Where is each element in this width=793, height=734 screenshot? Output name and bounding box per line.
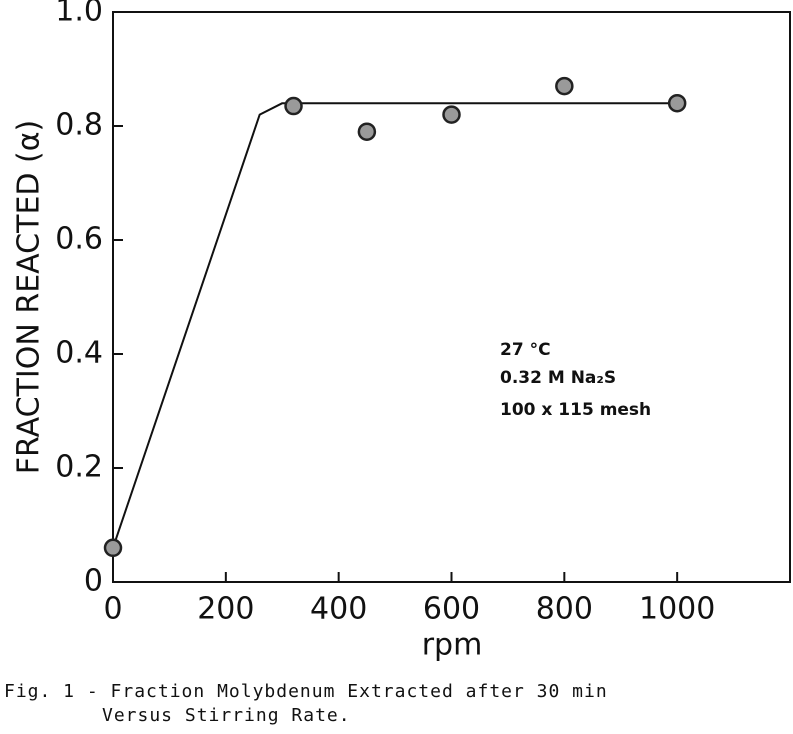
- caption: Fig. 1 - Fraction Molybdenum Extracted a…: [4, 681, 608, 702]
- data-point: [442, 105, 461, 124]
- y-tick-label: 0.6: [55, 222, 103, 257]
- y-tick-label: 0: [84, 564, 103, 599]
- data-point: [357, 122, 377, 141]
- y-tick-label: 0.8: [55, 108, 103, 143]
- y-tick-label: 1.0: [55, 0, 103, 29]
- x-axis-label: rpm: [422, 628, 483, 663]
- annotation: 0.32 M Na₂S: [500, 368, 616, 388]
- y-tick-label: 0.2: [55, 450, 103, 485]
- data-point: [284, 96, 303, 116]
- data-point: [555, 76, 574, 96]
- y-axis-label: FRACTION REACTED (α): [12, 120, 47, 474]
- x-tick-label: 200: [197, 592, 254, 627]
- y-tick-label: 0.4: [55, 336, 103, 371]
- annotation: 27 °C: [500, 340, 551, 360]
- x-tick-label: 0: [103, 592, 122, 627]
- x-tick-label: 800: [536, 592, 593, 627]
- x-tick-label: 1000: [639, 592, 715, 627]
- fit-line: [112, 102, 678, 549]
- x-tick-label: 400: [310, 592, 367, 627]
- annotation: 100 x 115 mesh: [500, 400, 651, 420]
- data-point: [667, 93, 687, 113]
- caption: Versus Stirring Rate.: [102, 705, 351, 726]
- plot-frame: [112, 11, 791, 583]
- x-tick-label: 600: [423, 592, 480, 627]
- data-point: [103, 538, 123, 558]
